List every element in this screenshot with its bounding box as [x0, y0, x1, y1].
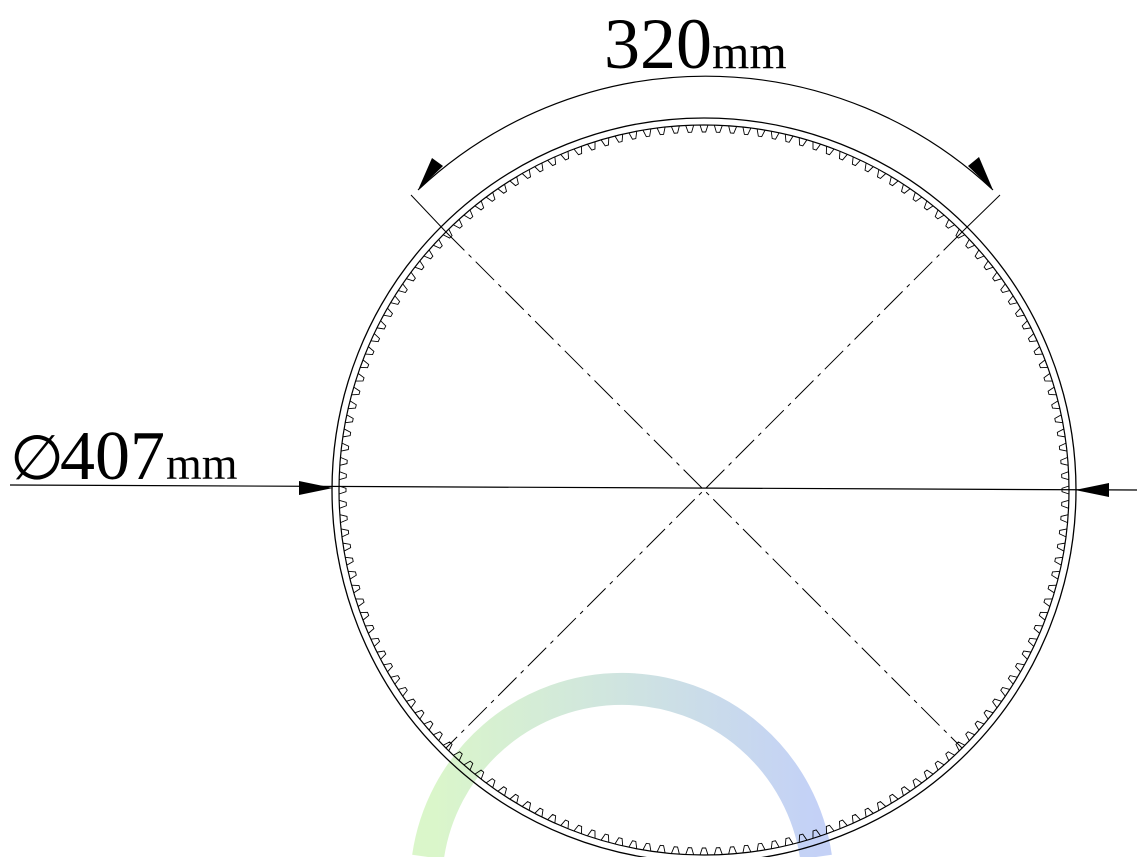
centerline-diagonal-1 [445, 231, 963, 749]
arc-extension-line-left [410, 194, 447, 233]
arc-arrow-right [968, 157, 993, 190]
arc-value: 320 [604, 4, 712, 84]
arc-unit: mm [712, 26, 787, 79]
arc-dimension-line [417, 75, 994, 191]
arc-length-label: ⌒ 320 mm [504, 0, 787, 84]
arc-arrow-left [418, 158, 443, 190]
watermark-arc [412, 672, 832, 857]
diameter-dimension-line [9, 484, 1137, 491]
arc-symbol: ⌒ [504, 0, 614, 84]
diameter-arrow-right [1075, 483, 1109, 497]
diameter-value: 407 [60, 418, 165, 495]
arc-extension-line-right [961, 194, 1001, 233]
diameter-unit: mm [166, 438, 238, 489]
diameter-arrow-left [299, 481, 333, 495]
centerline-diagonal-2 [445, 231, 963, 749]
diameter-label: ∅ 407 mm [10, 418, 238, 495]
diameter-symbol: ∅ [10, 425, 64, 493]
